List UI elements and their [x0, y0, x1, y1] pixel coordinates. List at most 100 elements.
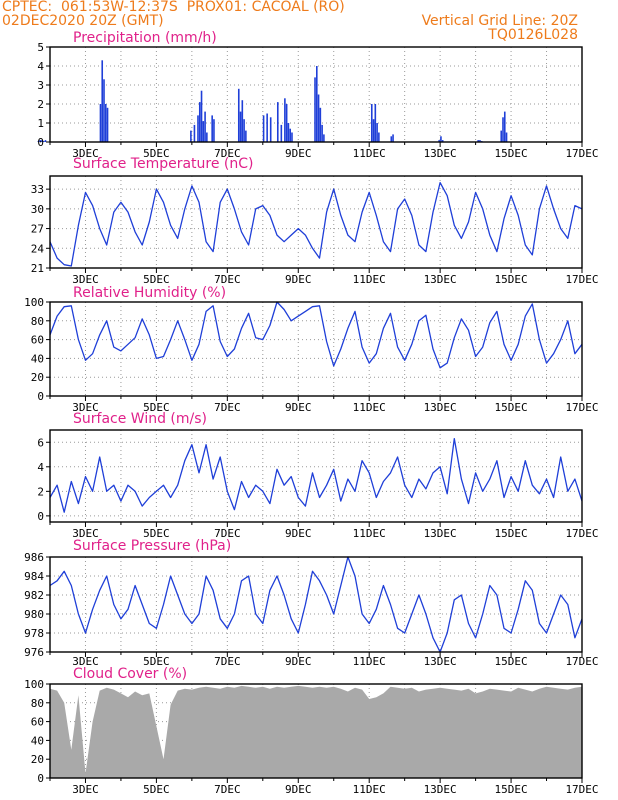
header-grid-line: Vertical Grid Line: 20Z [421, 13, 578, 29]
panel-3-xtick-label: 11DEC [353, 401, 386, 414]
panel-1-xtick-label: 13DEC [424, 147, 457, 160]
panel-1-ytick-label: 2 [37, 98, 44, 111]
panel-5-ytick-label: 978 [24, 627, 44, 640]
panel-3-xtick-label: 7DEC [214, 401, 241, 414]
panel-1-bar [316, 66, 318, 142]
panel-1-xtick-label: 15DEC [495, 147, 528, 160]
panel-3-ytick-label: 60 [31, 334, 44, 347]
panel-1-bar [289, 128, 291, 142]
panel-1-bar [370, 104, 373, 142]
panel-3-series-line [49, 301, 583, 369]
panel-5-xtick-label: 17DEC [565, 655, 598, 668]
panel-5-xtick-label: 11DEC [353, 655, 386, 668]
panel-1-bar [106, 107, 109, 142]
panel-1-bar [204, 111, 206, 142]
panel-4-ytick-label: 0 [37, 510, 44, 523]
panel-1-bar [374, 104, 377, 142]
panel-1-bar [392, 134, 394, 142]
panel-3-ytick-label: 20 [31, 371, 44, 384]
panel-1-bar [479, 140, 481, 142]
panel-2-ytick-label: 27 [31, 223, 44, 236]
panel-3-title: Relative Humidity (%) [73, 285, 226, 301]
panel-2-ytick-label: 30 [31, 203, 44, 216]
panel-6-xtick-label: 5DEC [143, 783, 170, 796]
panel-6-area [50, 685, 582, 778]
panel-1-bar [202, 121, 205, 142]
panel-1-bar [317, 94, 320, 142]
panel-1-bar [291, 132, 293, 142]
panel-2-xtick-label: 7DEC [214, 273, 241, 286]
panel-1-bar [280, 124, 283, 142]
panel-6-xtick-label: 7DEC [214, 783, 241, 796]
panel-6-frame [49, 683, 583, 779]
panel-1-bar [190, 130, 192, 142]
panel-1-xtick-label: 9DEC [285, 147, 312, 160]
panel-2-xtick-label: 5DEC [143, 273, 170, 286]
panel-4-ytick-label: 6 [37, 436, 44, 449]
panel-6-xtick-label: 9DEC [285, 783, 312, 796]
panel-1-bar [321, 124, 323, 142]
panel-1-bar [378, 132, 380, 142]
panel-1-bar [211, 115, 213, 142]
panel-2-ytick-label: 33 [31, 183, 44, 196]
panel-6-xtick-label: 3DEC [72, 783, 99, 796]
panel-1-bar [285, 104, 288, 142]
panel-1-bar [503, 111, 506, 142]
panel-6-ytick-label: 40 [31, 734, 44, 747]
panel-6-xtick-label: 17DEC [565, 783, 598, 796]
panel-5-xtick-label: 3DEC [72, 655, 99, 668]
panel-1-bar [239, 111, 242, 142]
panel-2-title: Surface Temperature (nC) [73, 156, 254, 172]
panel-1-bar [266, 113, 268, 142]
panel-2-xtick-label: 11DEC [353, 273, 386, 286]
panel-6-xtick-label: 13DEC [424, 783, 457, 796]
panel-1-xtick-label: 17DEC [565, 147, 598, 160]
panel-1-bar [269, 117, 272, 142]
panel-6-ytick-label: 80 [31, 697, 44, 710]
panel-5-xtick-label: 15DEC [495, 655, 528, 668]
panel-3-xtick-label: 15DEC [495, 401, 528, 414]
panel-1-bar [198, 102, 201, 142]
panel-1-bar [44, 140, 47, 142]
panel-4-xtick-label: 17DEC [565, 527, 598, 540]
panel-6-xtick-label: 11DEC [353, 783, 386, 796]
panel-1-bar [319, 107, 322, 142]
panel-5-title: Surface Pressure (hPa) [73, 538, 231, 554]
panel-1-bar [314, 77, 316, 142]
panel-1-bar [438, 140, 440, 142]
panel-2-frame [49, 175, 583, 269]
header-date: 02DEC2020 20Z (GMT) [2, 13, 164, 29]
panel-1-bar [323, 134, 325, 142]
panel-1-bar [284, 98, 286, 142]
panel-1-bar [376, 123, 378, 142]
panel-1-bar [440, 136, 442, 142]
panel-4-xtick-label: 13DEC [424, 527, 457, 540]
panel-6-xtick-label: 15DEC [495, 783, 528, 796]
panel-1-bar [101, 60, 104, 142]
panel-1-bar [213, 119, 215, 142]
panel-4-ytick-label: 2 [37, 485, 44, 498]
panel-1-bar [500, 130, 503, 142]
panel-3-xtick-label: 3DEC [72, 401, 99, 414]
panel-2-xtick-label: 9DEC [285, 273, 312, 286]
panel-5-ytick-label: 984 [24, 570, 44, 583]
panel-1-bar [262, 115, 265, 142]
panel-1-xtick-label: 11DEC [353, 147, 386, 160]
panel-5-xtick-label: 5DEC [143, 655, 170, 668]
panel-1-frame [49, 46, 583, 143]
panel-1-bar [287, 123, 290, 142]
panel-5-ytick-label: 982 [24, 589, 44, 602]
panel-1-bar [104, 104, 107, 142]
panel-3-xtick-label: 13DEC [424, 401, 457, 414]
panel-3-xtick-label: 17DEC [565, 401, 598, 414]
panel-5-xtick-label: 13DEC [424, 655, 457, 668]
panel-1-ytick-label: 3 [37, 79, 44, 92]
panel-4-title: Surface Wind (m/s) [73, 411, 207, 427]
panel-1-ytick-label: 0 [37, 136, 44, 149]
panel-1-bar [390, 136, 393, 142]
panel-2-xtick-label: 3DEC [72, 273, 99, 286]
panel-1-bar [200, 90, 203, 142]
panel-2-xtick-label: 17DEC [565, 273, 598, 286]
panel-2-series-line [49, 181, 583, 267]
